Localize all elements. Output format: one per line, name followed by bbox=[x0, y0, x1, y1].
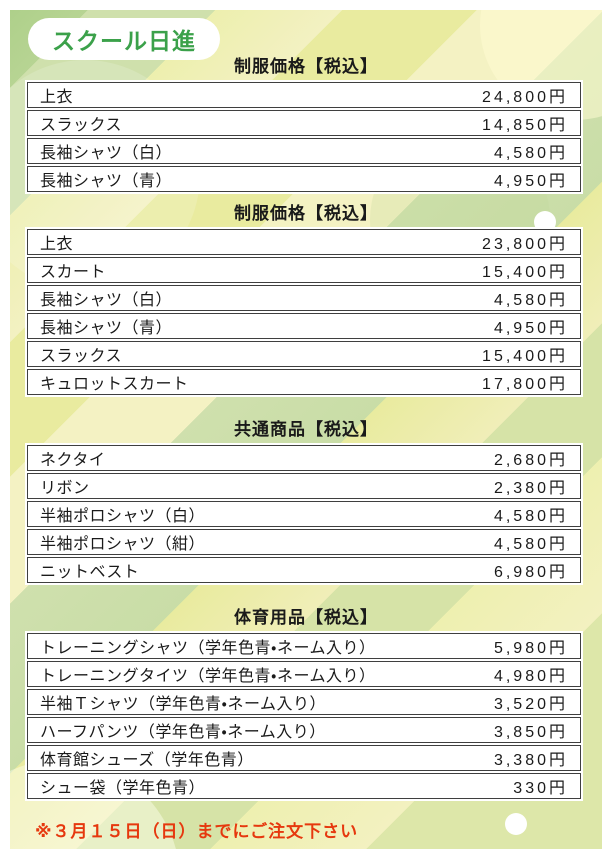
table-row: シュー袋（学年色青） 330円 bbox=[27, 773, 581, 799]
item-price: 24,800円 bbox=[482, 89, 568, 106]
table-row: ハーフパンツ（学年色青・ネーム入り） 3,850円 bbox=[27, 717, 581, 743]
item-label: 上衣 bbox=[40, 89, 74, 106]
item-label: 半袖Ｔシャツ（学年色青・ネーム入り） bbox=[40, 696, 326, 713]
item-price: 4,580円 bbox=[493, 145, 568, 162]
shop-name-badge: スクール日進 bbox=[28, 18, 220, 60]
table-row: 半袖ポロシャツ（白） 4,580円 bbox=[27, 501, 581, 527]
section-header-uniform-prices-1: 制服価格【税込】 bbox=[234, 57, 378, 76]
item-label: リボン bbox=[40, 480, 90, 497]
table-row: 長袖シャツ（青） 4,950円 bbox=[27, 313, 581, 339]
item-price: 2,680円 bbox=[493, 452, 568, 469]
table-row: 長袖シャツ（白） 4,580円 bbox=[27, 138, 581, 164]
table-row: 長袖シャツ（白） 4,580円 bbox=[27, 285, 581, 311]
white-dot-decoration bbox=[505, 813, 527, 835]
table-row: トレーニングシャツ（学年色青・ネーム入り） 5,980円 bbox=[27, 633, 581, 659]
table-row: トレーニングタイツ（学年色青・ネーム入り） 4,980円 bbox=[27, 661, 581, 687]
table-row: 半袖Ｔシャツ（学年色青・ネーム入り） 3,520円 bbox=[27, 689, 581, 715]
table-row: 長袖シャツ（青） 4,950円 bbox=[27, 166, 581, 192]
item-label: ニットベスト bbox=[40, 564, 140, 581]
content: 制服価格【税込】 上衣 24,800円 スラックス 14,850円 長袖シャツ（… bbox=[10, 10, 602, 842]
table-row: スラックス 14,850円 bbox=[27, 110, 581, 136]
item-price: 6,980円 bbox=[493, 564, 568, 581]
section-header-pe-goods: 体育用品【税込】 bbox=[234, 608, 378, 627]
item-label: 半袖ポロシャツ（紺） bbox=[40, 536, 206, 553]
table-row: キュロットスカート 17,800円 bbox=[27, 369, 581, 395]
item-price: 15,400円 bbox=[482, 264, 568, 281]
item-price: 330円 bbox=[513, 780, 568, 797]
table-row: 半袖ポロシャツ（紺） 4,580円 bbox=[27, 529, 581, 555]
table-row: リボン 2,380円 bbox=[27, 473, 581, 499]
item-price: 4,950円 bbox=[493, 173, 568, 190]
item-label: スラックス bbox=[40, 348, 123, 365]
price-table-common-goods: ネクタイ 2,680円 リボン 2,380円 半袖ポロシャツ（白） 4,580円… bbox=[25, 443, 583, 585]
item-label: ネクタイ bbox=[40, 452, 106, 469]
item-label: 体育館シューズ（学年色青） bbox=[40, 752, 254, 769]
item-price: 15,400円 bbox=[482, 348, 568, 365]
section-header-uniform-prices-2: 制服価格【税込】 bbox=[234, 204, 378, 223]
item-price: 4,580円 bbox=[493, 508, 568, 525]
item-price: 3,850円 bbox=[493, 724, 568, 741]
item-label: ハーフパンツ（学年色青・ネーム入り） bbox=[40, 724, 326, 741]
shop-name: スクール日進 bbox=[52, 28, 196, 54]
item-label: 半袖ポロシャツ（白） bbox=[40, 508, 206, 525]
item-label: トレーニングタイツ（学年色青・ネーム入り） bbox=[40, 668, 376, 685]
table-row: ニットベスト 6,980円 bbox=[27, 557, 581, 583]
item-label: 長袖シャツ（白） bbox=[40, 292, 173, 309]
item-price: 23,800円 bbox=[482, 236, 568, 253]
item-price: 4,580円 bbox=[493, 536, 568, 553]
item-price: 17,800円 bbox=[482, 376, 568, 393]
item-label: 上衣 bbox=[40, 236, 74, 253]
item-price: 4,950円 bbox=[493, 320, 568, 337]
item-label: シュー袋（学年色青） bbox=[40, 780, 206, 797]
striped-background: スクール日進 制服価格【税込】 上衣 24,800円 スラックス 14,850円… bbox=[10, 10, 602, 849]
item-label: 長袖シャツ（白） bbox=[40, 145, 173, 162]
price-table-uniform-1: 上衣 24,800円 スラックス 14,850円 長袖シャツ（白） 4,580円… bbox=[25, 80, 583, 194]
item-label: トレーニングシャツ（学年色青・ネーム入り） bbox=[40, 640, 376, 657]
item-price: 3,520円 bbox=[493, 696, 568, 713]
table-row: 体育館シューズ（学年色青） 3,380円 bbox=[27, 745, 581, 771]
item-label: 長袖シャツ（青） bbox=[40, 320, 173, 337]
table-row: スカート 15,400円 bbox=[27, 257, 581, 283]
item-label: スラックス bbox=[40, 117, 123, 134]
table-row: 上衣 24,800円 bbox=[27, 82, 581, 108]
item-price: 5,980円 bbox=[493, 640, 568, 657]
table-row: ネクタイ 2,680円 bbox=[27, 445, 581, 471]
item-label: キュロットスカート bbox=[40, 376, 189, 393]
item-price: 4,980円 bbox=[493, 668, 568, 685]
item-price: 14,850円 bbox=[482, 117, 568, 134]
section-header-common-goods: 共通商品【税込】 bbox=[234, 420, 378, 439]
item-label: スカート bbox=[40, 264, 107, 281]
table-row: スラックス 15,400円 bbox=[27, 341, 581, 367]
table-row: 上衣 23,800円 bbox=[27, 229, 581, 255]
item-label: 長袖シャツ（青） bbox=[40, 173, 173, 190]
item-price: 4,580円 bbox=[493, 292, 568, 309]
item-price: 2,380円 bbox=[493, 480, 568, 497]
item-price: 3,380円 bbox=[493, 752, 568, 769]
price-table-uniform-2: 上衣 23,800円 スカート 15,400円 長袖シャツ（白） 4,580円 … bbox=[25, 227, 583, 397]
price-table-pe-goods: トレーニングシャツ（学年色青・ネーム入り） 5,980円 トレーニングタイツ（学… bbox=[25, 631, 583, 801]
order-deadline-note: ※３月１５日（日）までにご注文下さい bbox=[35, 822, 359, 841]
